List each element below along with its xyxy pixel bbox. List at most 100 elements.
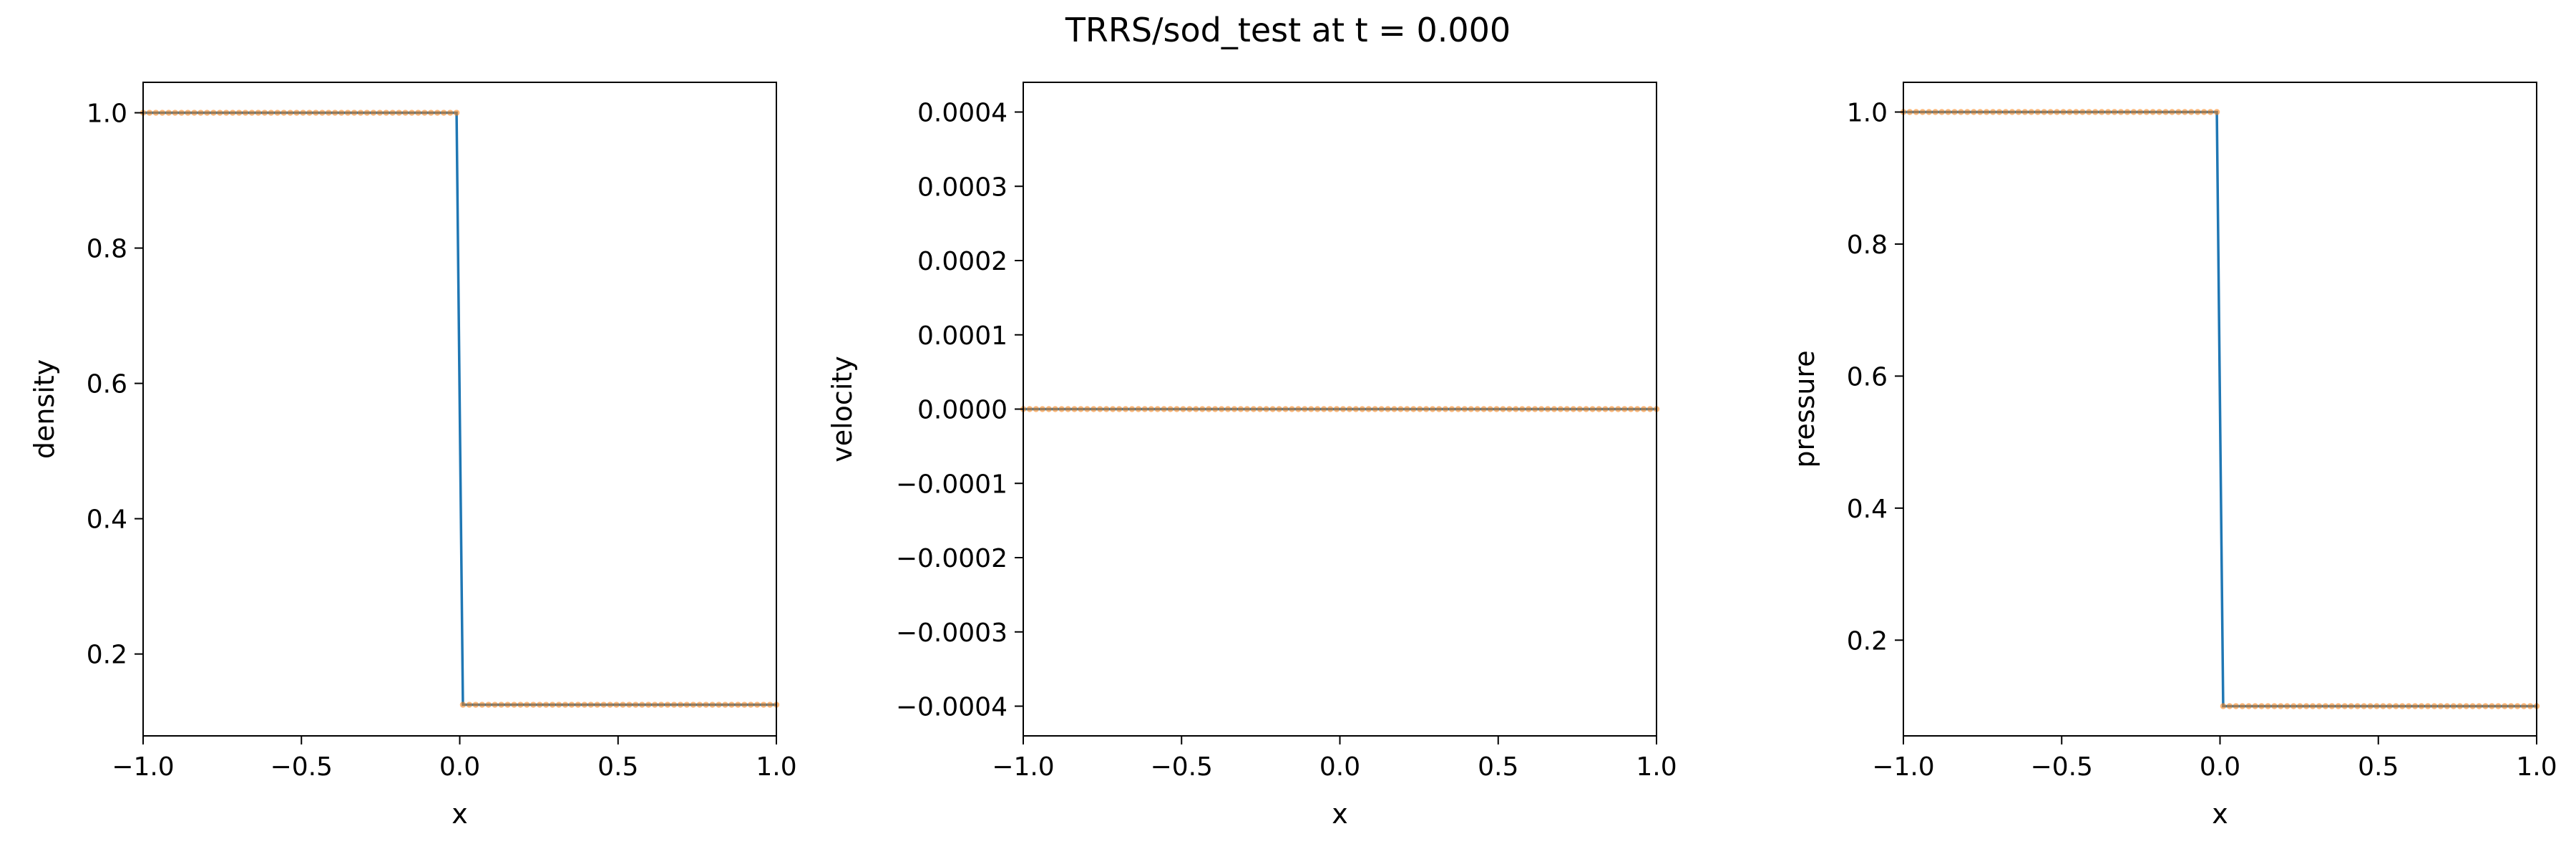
- density-data-point: [376, 110, 383, 116]
- pressure-data-point: [2175, 109, 2182, 115]
- density-data-point: [326, 110, 332, 116]
- pressure-data-point: [2297, 703, 2303, 709]
- pressure-marker-layer: [1900, 109, 2540, 709]
- density-data-point: [389, 110, 396, 116]
- density-data-point: [575, 702, 582, 708]
- velocity-data-point: [1526, 406, 1532, 412]
- density-data-point: [293, 110, 300, 116]
- density-data-point: [428, 110, 434, 116]
- velocity-data-point: [1193, 406, 1199, 412]
- velocity-data-point: [1442, 406, 1449, 412]
- velocity-y-tick-label: 0.0003: [917, 173, 1008, 202]
- pressure-data-point: [2457, 703, 2463, 709]
- density-data-point: [370, 110, 377, 116]
- density-data-point: [696, 702, 703, 708]
- pressure-data-point: [1984, 109, 1990, 115]
- density-data-point: [504, 702, 511, 708]
- pressure-data-point: [2111, 109, 2118, 115]
- pressure-data-point: [2527, 703, 2534, 709]
- density-data-point: [274, 110, 280, 116]
- velocity-data-point: [1218, 406, 1225, 412]
- density-data-point: [492, 702, 498, 708]
- velocity-data-point: [1583, 406, 1589, 412]
- density-data-point: [658, 702, 665, 708]
- density-y-tick-label: 0.8: [87, 235, 127, 264]
- velocity-x-tick-label: 1.0: [1636, 752, 1677, 782]
- velocity-data-point: [1589, 406, 1596, 412]
- velocity-data-point: [1557, 406, 1564, 412]
- density-data-point: [651, 702, 658, 708]
- density-data-point: [524, 702, 530, 708]
- density-data-point: [261, 110, 268, 116]
- velocity-y-tick-label: 0.0004: [917, 99, 1008, 128]
- density-y-tick-label: 0.6: [87, 370, 127, 399]
- density-data-point: [332, 110, 338, 116]
- velocity-data-point: [1244, 406, 1251, 412]
- velocity-data-point: [1071, 406, 1078, 412]
- density-data-point: [485, 702, 492, 708]
- velocity-x-axis-label: x: [1332, 798, 1348, 830]
- pressure-data-point: [2450, 703, 2457, 709]
- pressure-data-point: [2463, 703, 2469, 709]
- pressure-data-point: [2015, 109, 2022, 115]
- pressure-data-point: [2386, 703, 2393, 709]
- density-data-point: [453, 110, 460, 116]
- velocity-data-point: [1423, 406, 1430, 412]
- velocity-data-point: [1538, 406, 1545, 412]
- density-data-point: [421, 110, 428, 116]
- pressure-data-point: [1996, 109, 2003, 115]
- pressure-data-point: [2104, 109, 2112, 115]
- density-data-point: [152, 110, 160, 116]
- velocity-data-point: [1109, 406, 1116, 412]
- density-data-point: [255, 110, 262, 116]
- pressure-data-point: [1989, 109, 1996, 115]
- velocity-y-tick-label: 0.0000: [917, 396, 1008, 425]
- pressure-data-point: [2278, 703, 2284, 709]
- velocity-data-point: [1455, 406, 1462, 412]
- pressure-panel: −1.0 −0.5 0.0 0.5 1.0 0.2 0.4 0.6 0.8 1.0 x pres…: [1789, 82, 2557, 830]
- velocity-data-point: [1199, 406, 1206, 412]
- velocity-data-point: [1531, 406, 1538, 412]
- density-data-point: [191, 110, 197, 116]
- velocity-data-point: [1359, 406, 1365, 412]
- pressure-y-tick-label: 0.8: [1847, 230, 1888, 260]
- density-data-point: [178, 110, 185, 116]
- velocity-data-point: [1128, 406, 1136, 412]
- density-data-point: [466, 702, 473, 708]
- pressure-data-point: [2348, 703, 2354, 709]
- pressure-data-point: [1977, 109, 1984, 115]
- pressure-x-ticks: −1.0 −0.5 0.0 0.5 1.0: [1872, 736, 2557, 782]
- density-data-point: [620, 702, 626, 708]
- pressure-data-point: [2476, 703, 2482, 709]
- density-data-point: [306, 110, 313, 116]
- density-data-point: [645, 702, 652, 708]
- velocity-data-point: [1340, 406, 1347, 412]
- density-data-point: [664, 702, 671, 708]
- pressure-y-tick-label: 0.2: [1847, 626, 1888, 656]
- pressure-y-axis-label: pressure: [1789, 350, 1820, 467]
- density-data-point: [511, 702, 517, 708]
- density-y-tick-label: 0.2: [87, 641, 127, 670]
- velocity-data-point: [1026, 406, 1033, 412]
- density-panel: −1.0 −0.5 0.0 0.5 1.0 0.2 0.4 0.6 0.8 1.0 x dens…: [29, 82, 797, 830]
- pressure-data-point: [2137, 109, 2143, 115]
- pressure-data-point: [2284, 703, 2290, 709]
- velocity-x-tick-label: −0.5: [1151, 752, 1213, 782]
- pressure-data-point: [2021, 109, 2029, 115]
- velocity-data-point: [1065, 406, 1071, 412]
- velocity-data-point: [1519, 406, 1526, 412]
- velocity-data-point: [1596, 406, 1602, 412]
- velocity-data-point: [1378, 406, 1385, 412]
- pressure-data-point: [2195, 109, 2201, 115]
- pressure-data-point: [2079, 109, 2086, 115]
- velocity-data-point: [1576, 406, 1583, 412]
- density-data-point: [555, 702, 562, 708]
- velocity-data-point: [1224, 406, 1231, 412]
- density-x-tick-label: 0.5: [597, 752, 638, 782]
- velocity-data-point: [1487, 406, 1493, 412]
- density-data-point: [344, 110, 351, 116]
- pressure-data-point: [1951, 109, 1958, 115]
- pressure-data-point: [1945, 109, 1951, 115]
- velocity-panel: −1.0 −0.5 0.0 0.5 1.0 −0.0004−0.0003−0.0002−…: [826, 82, 1677, 830]
